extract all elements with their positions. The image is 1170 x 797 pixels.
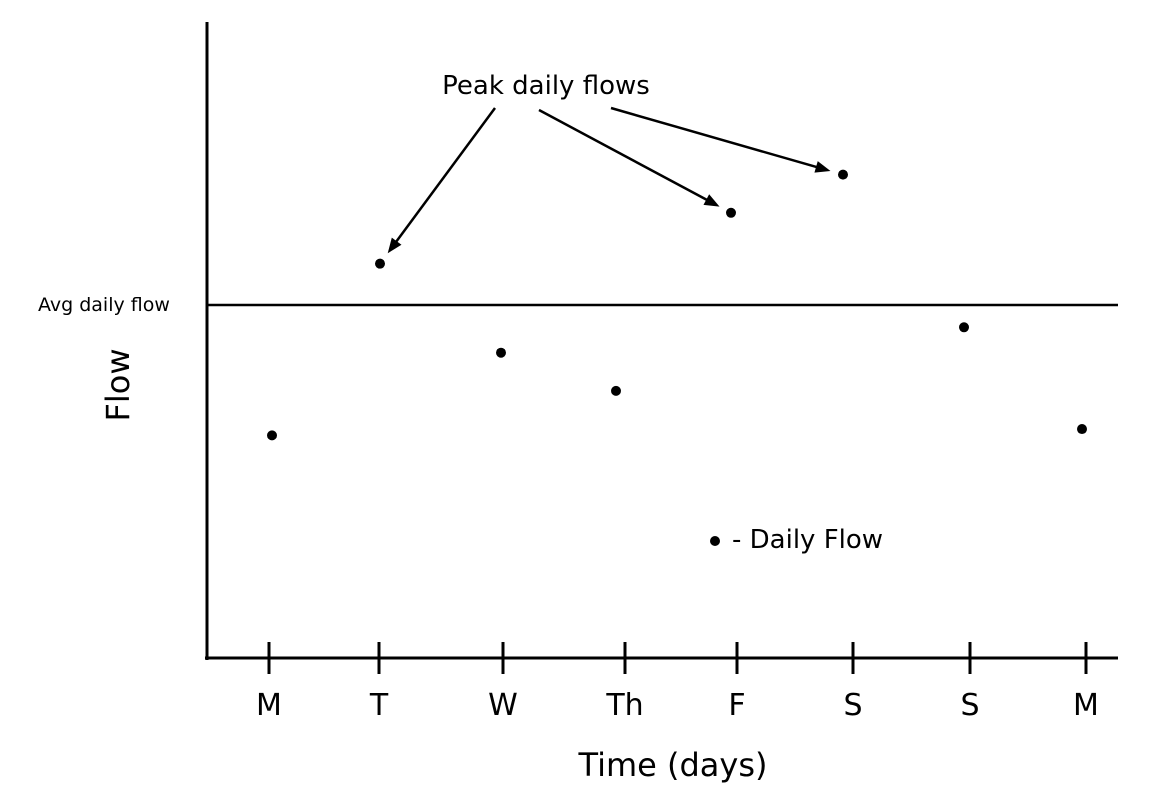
y-axis-title: Flow [99,348,137,421]
x-tick-labels: M T W Th F S S M [256,688,1099,723]
annotation-arrow-0 [391,107,497,248]
avg-daily-flow-label: Avg daily flow [38,294,170,316]
x-tick-label-4: F [728,688,745,723]
data-point-7 [1077,424,1087,435]
x-axis-title: Time (days) [578,746,768,784]
data-point-4 [726,207,736,218]
x-tick-label-7: M [1073,688,1099,723]
x-tick-label-2: W [488,688,518,723]
data-point-0 [267,430,277,441]
legend-label: - Daily Flow [732,525,883,555]
annotation-arrowhead-0 [387,237,402,254]
data-point-6 [959,322,969,333]
data-point-3 [611,385,621,396]
x-tick-label-5: S [843,688,862,723]
x-ticks [267,642,1088,674]
data-point-5 [838,169,848,180]
data-points [267,169,1087,441]
legend-marker [710,536,720,546]
x-tick-label-6: S [960,688,979,723]
annotation-arrow-2 [610,106,824,171]
x-tick-label-1: T [369,688,389,723]
peak-annotation-arrows [387,106,831,254]
annotation-arrowhead-1 [703,194,720,207]
x-tick-label-3: Th [605,688,643,723]
data-point-2 [496,347,506,358]
annotation-arrow-1 [538,108,714,204]
data-point-1 [375,258,385,269]
x-tick-label-0: M [256,688,282,723]
peak-annotation-text: Peak daily flows [442,71,650,101]
annotation-arrowhead-2 [814,161,831,173]
